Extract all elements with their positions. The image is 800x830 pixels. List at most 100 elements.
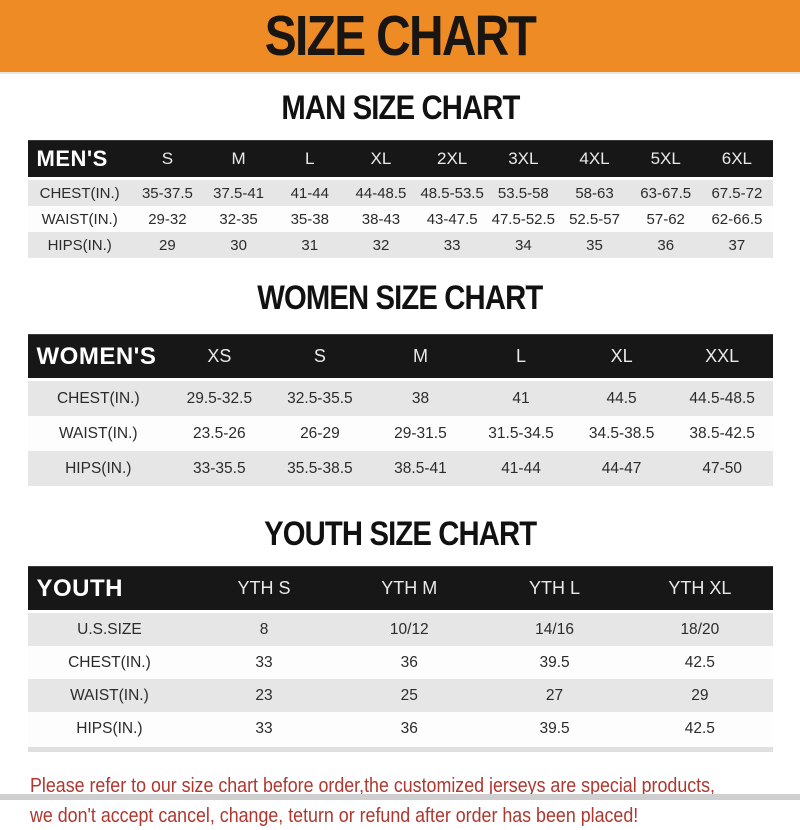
column-header: 2XL <box>416 140 488 180</box>
header-row: YOUTH YTH S YTH M YTH L YTH XL <box>27 566 773 613</box>
size-cell: 53.5-58 <box>497 184 549 202</box>
table-row: WAIST(IN.) 23 25 27 29 <box>27 679 773 712</box>
column-header: S <box>269 334 371 381</box>
size-cell: 39.5 <box>539 719 570 737</box>
size-cell: 26-29 <box>300 424 340 442</box>
size-cell: 32 <box>372 236 390 254</box>
size-cell: 33 <box>443 236 461 254</box>
row-label: CHEST(IN.) <box>68 653 151 671</box>
size-cell: 29-31.5 <box>394 424 447 442</box>
header-row: MEN'S S M L XL 2XL 3XL 4XL 5XL 6XL <box>27 140 773 180</box>
size-cell: 47-50 <box>702 459 742 477</box>
column-header: M <box>202 140 275 180</box>
youth-group-label: YOUTH <box>27 566 192 613</box>
size-cell: 52.5-57 <box>569 210 620 228</box>
bottom-border-bar <box>0 794 800 800</box>
column-header: 5XL <box>630 140 702 180</box>
size-cell: 37 <box>728 236 746 254</box>
table-row: CHEST(IN.) 35-37.5 37.5-41 41-44 44-48.5 48.5… <box>27 178 773 206</box>
men-heading-wrap: MAN SIZE CHART <box>0 91 800 125</box>
women-group-label: WOMEN'S <box>27 334 170 381</box>
women-size-table: WOMEN'S XS S M L XL XXL CHEST(IN.) 29.5-32.5 32.5… <box>27 334 773 486</box>
size-cell: 23 <box>255 686 273 704</box>
youth-section-heading: YOUTH SIZE CHART <box>263 515 537 553</box>
row-label: HIPS(IN.) <box>76 719 143 737</box>
size-cell: 18/20 <box>680 620 720 638</box>
size-cell: 30 <box>230 236 247 254</box>
size-cell: 57-62 <box>646 210 685 228</box>
size-cell: 36 <box>657 236 675 254</box>
size-cell: 35 <box>586 236 603 254</box>
header-row: WOMEN'S XS S M L XL XXL <box>27 334 773 381</box>
row-label: HIPS(IN.) <box>65 459 132 477</box>
women-heading-wrap: WOMEN SIZE CHART <box>0 281 800 315</box>
size-cell: 31.5-34.5 <box>488 424 554 442</box>
size-cell: 29 <box>159 236 176 254</box>
size-cell: 8 <box>259 620 269 638</box>
size-cell: 41-44 <box>501 459 541 477</box>
size-cell: 35.5-38.5 <box>287 459 353 477</box>
women-table-slot: WOMEN'S XS S M L XL XXL CHEST(IN.) 29.5-32.5 32.5… <box>0 334 800 486</box>
women-section-heading: WOMEN SIZE CHART <box>257 279 543 317</box>
column-header: XL <box>345 140 417 180</box>
order-policy-note: Please refer to our size chart before or… <box>30 771 800 830</box>
row-label: WAIST(IN.) <box>70 686 149 704</box>
column-header: 3XL <box>487 140 559 180</box>
size-cell: 63-67.5 <box>640 184 692 202</box>
size-chart-banner: SIZE CHART <box>0 0 800 74</box>
size-cell: 32-35 <box>219 210 258 228</box>
size-cell: 38.5-41 <box>394 459 447 477</box>
size-cell: 48.5-53.5 <box>420 184 484 202</box>
column-header: 4XL <box>558 140 631 180</box>
size-cell: 29 <box>691 686 709 704</box>
column-header: L <box>274 140 346 180</box>
size-cell: 44.5-48.5 <box>689 389 755 407</box>
table-row: HIPS(IN.) 33-35.5 35.5-38.5 38.5-41 41-44 44-… <box>27 451 773 486</box>
column-header: YTH S <box>191 566 337 613</box>
men-table-slot: MEN'S S M L XL 2XL 3XL 4XL 5XL 6XL CHEST(IN.) 35-37… <box>0 140 800 258</box>
men-group-label: MEN'S <box>27 140 132 180</box>
policy-line-1: Please refer to our size chart before or… <box>30 774 716 797</box>
size-cell: 29-32 <box>148 210 187 228</box>
size-cell: 35-37.5 <box>141 184 193 202</box>
youth-table-bottom-strip <box>27 747 773 752</box>
table-row: U.S.SIZE 8 10/12 14/16 18/20 <box>27 611 773 646</box>
size-cell: 39.5 <box>539 653 570 671</box>
size-cell: 38-43 <box>361 210 401 228</box>
size-cell: 34.5-38.5 <box>588 424 655 442</box>
size-cell: 23.5-26 <box>193 424 246 442</box>
column-header: YTH L <box>481 566 628 613</box>
youth-size-table: YOUTH YTH S YTH M YTH L YTH XL U.S.SIZE 8 10/12… <box>27 566 773 745</box>
table-row: HIPS(IN.) 29 30 31 32 33 34 35 36 37 <box>27 232 773 258</box>
size-cell: 41 <box>512 389 530 407</box>
size-cell: 33 <box>255 653 273 671</box>
column-header: S <box>131 140 203 180</box>
size-cell: 43-47.5 <box>426 210 478 228</box>
size-cell: 31 <box>301 236 319 254</box>
row-label: U.S.SIZE <box>77 620 142 638</box>
youth-heading-wrap: YOUTH SIZE CHART <box>0 517 800 551</box>
size-cell: 44.5 <box>606 389 637 407</box>
women-size-section: WOMEN SIZE CHART WOMEN'S XS S M L XL XXL CHEST(… <box>0 281 800 486</box>
size-cell: 36 <box>400 719 418 737</box>
size-cell: 47.5-52.5 <box>491 210 556 228</box>
men-size-section: MAN SIZE CHART MEN'S S M L XL 2XL 3XL 4XL 5XL 6XL… <box>0 91 800 258</box>
column-header: XS <box>169 334 270 381</box>
size-cell: 35-38 <box>290 210 329 228</box>
size-cell: 42.5 <box>684 719 715 737</box>
size-cell: 36 <box>400 653 418 671</box>
size-cell: 34 <box>514 236 532 254</box>
row-label: WAIST(IN.) <box>58 424 138 442</box>
column-header: YTH M <box>336 566 482 613</box>
row-label: CHEST(IN.) <box>39 184 120 202</box>
size-cell: 25 <box>400 686 418 704</box>
column-header: M <box>370 334 471 381</box>
column-header: L <box>470 334 572 381</box>
size-cell: 42.5 <box>684 653 715 671</box>
table-row: WAIST(IN.) 29-32 32-35 35-38 38-43 43-47.5 47.… <box>27 206 773 232</box>
youth-size-section: YOUTH SIZE CHART YOUTH YTH S YTH M YTH L YTH… <box>0 517 800 752</box>
size-cell: 44-48.5 <box>355 184 407 202</box>
row-label: HIPS(IN.) <box>47 236 112 254</box>
size-cell: 29.5-32.5 <box>186 389 253 407</box>
men-size-table: MEN'S S M L XL 2XL 3XL 4XL 5XL 6XL CHEST(IN.) 35-37… <box>27 140 773 258</box>
